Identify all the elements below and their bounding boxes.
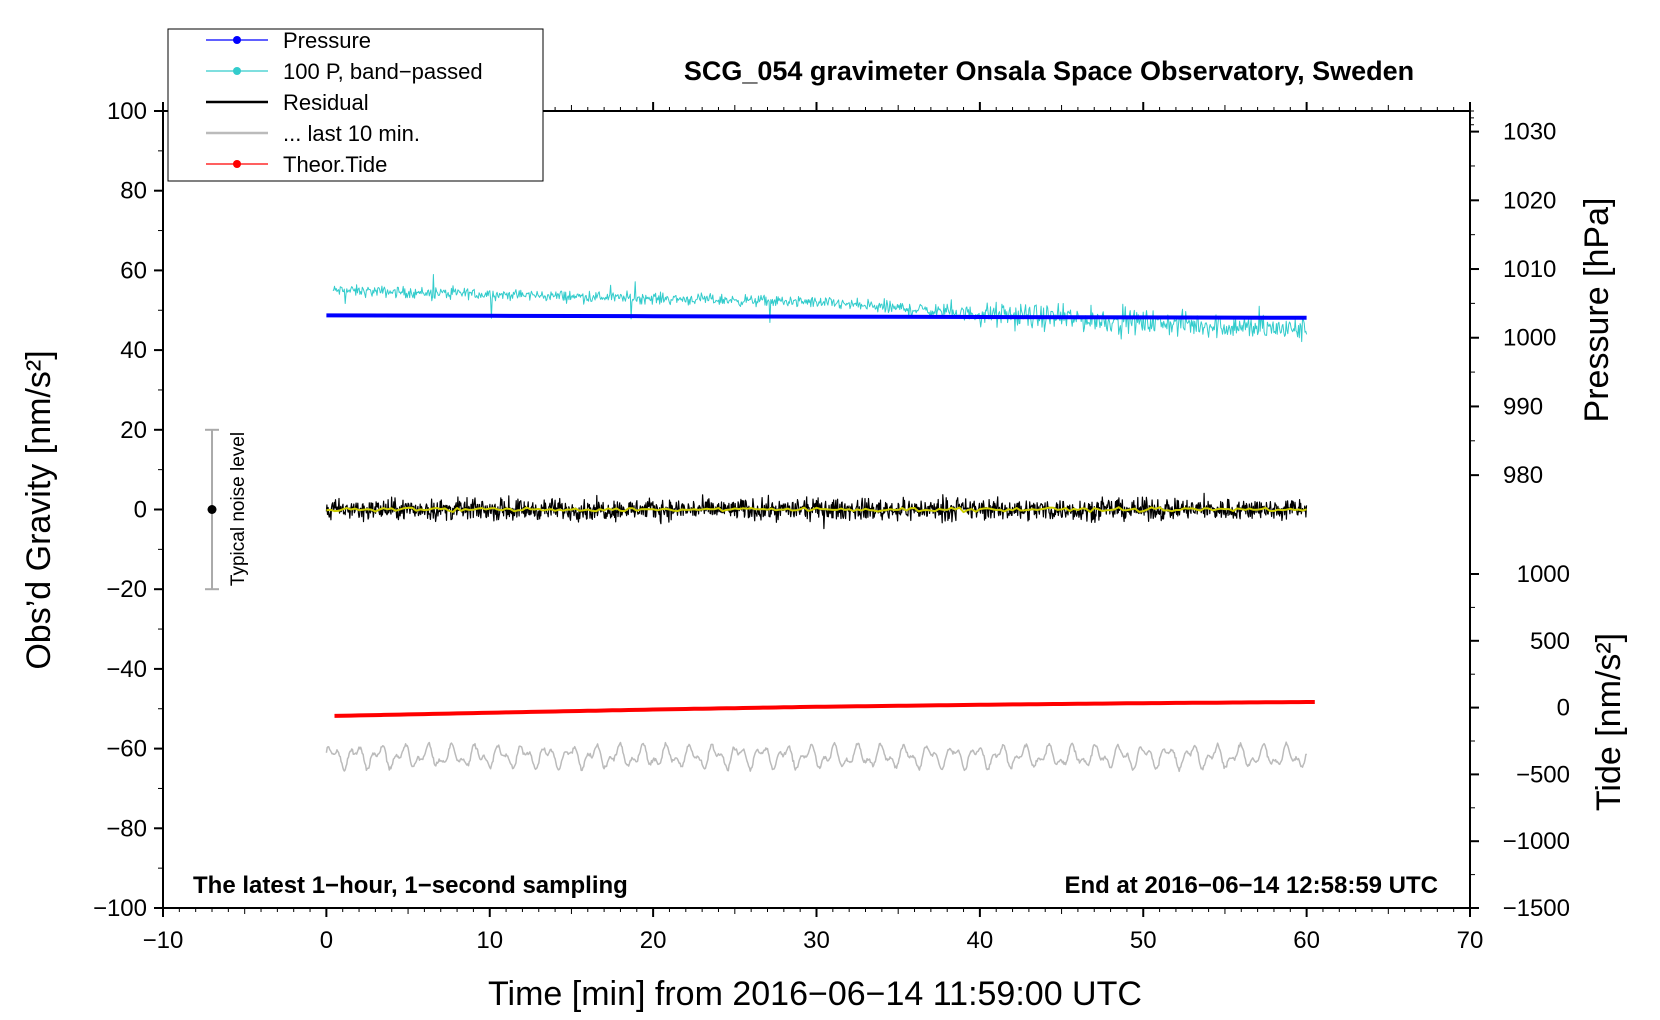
x-axis-label: Time [min] from 2016−06−14 11:59:00 UTC <box>488 975 1142 1013</box>
pressure-tick-label: 1030 <box>1503 119 1556 146</box>
series-pressure <box>326 313 1307 320</box>
annotation-end-time: End at 2016−06−14 12:58:59 UTC <box>1064 872 1438 899</box>
y-tick-label: −80 <box>106 815 147 842</box>
series-band-passed-pressure <box>332 274 1308 343</box>
y-tick-label: −20 <box>106 576 147 603</box>
y-axis-label-tide: Tide [nm/s²] <box>1590 633 1628 811</box>
tide-tick-label: −1500 <box>1503 895 1570 922</box>
x-tick-label: −10 <box>143 927 184 954</box>
pressure-tick-label: 1020 <box>1503 187 1556 214</box>
x-tick-label: 30 <box>803 927 830 954</box>
y-tick-label: −40 <box>106 656 147 683</box>
chart-title: SCG_054 gravimeter Onsala Space Observat… <box>684 56 1414 86</box>
y-tick-label: 80 <box>120 178 147 205</box>
tide-tick-label: 0 <box>1557 695 1570 722</box>
x-tick-label: 10 <box>476 927 503 954</box>
noise-bar-center-dot <box>207 505 217 514</box>
y-tick-label: −60 <box>106 736 147 763</box>
legend-box <box>167 28 544 182</box>
legend-label: ... last 10 min. <box>283 121 420 146</box>
y-tick-label: −100 <box>93 895 147 922</box>
series-residual <box>325 492 1308 530</box>
x-tick-label: 70 <box>1457 927 1484 954</box>
x-tick-label: 40 <box>967 927 994 954</box>
y-tick-label: 100 <box>107 98 147 125</box>
series-residual-smoothed <box>326 506 1307 514</box>
x-tick-label: 50 <box>1130 927 1157 954</box>
tide-tick-label: −500 <box>1516 761 1570 788</box>
legend-label: 100 P, band−passed <box>283 59 483 84</box>
pressure-tick-label: 1000 <box>1503 325 1556 352</box>
legend-marker <box>233 160 241 168</box>
y-tick-label: 40 <box>120 337 147 364</box>
series-theor-tide <box>334 700 1315 718</box>
legend-label: Pressure <box>283 28 371 53</box>
x-tick-label: 20 <box>640 927 667 954</box>
legend-marker <box>233 67 241 75</box>
legend-marker <box>233 36 241 44</box>
y-axis-label-pressure: Pressure [hPa] <box>1578 198 1616 423</box>
annotation-sampling: The latest 1−hour, 1−second sampling <box>193 872 628 899</box>
y-tick-label: 0 <box>134 497 147 524</box>
x-tick-label: 0 <box>320 927 333 954</box>
series-last-10-min <box>325 741 1308 773</box>
legend-label: Theor.Tide <box>283 152 387 177</box>
pressure-tick-label: 980 <box>1503 462 1543 489</box>
tide-tick-label: 1000 <box>1517 561 1570 588</box>
y-tick-label: 20 <box>120 417 147 444</box>
x-tick-label: 60 <box>1293 927 1320 954</box>
pressure-tick-label: 990 <box>1503 393 1543 420</box>
tide-tick-label: 500 <box>1530 628 1570 655</box>
legend-label: Residual <box>283 90 369 115</box>
y-axis-label-left: Obs’d Gravity [nm/s²] <box>20 350 58 669</box>
y-tick-label: 60 <box>120 257 147 284</box>
tide-tick-label: −1000 <box>1503 828 1570 855</box>
noise-bar-label: Typical noise level <box>228 432 249 586</box>
pressure-tick-label: 1010 <box>1503 256 1556 283</box>
